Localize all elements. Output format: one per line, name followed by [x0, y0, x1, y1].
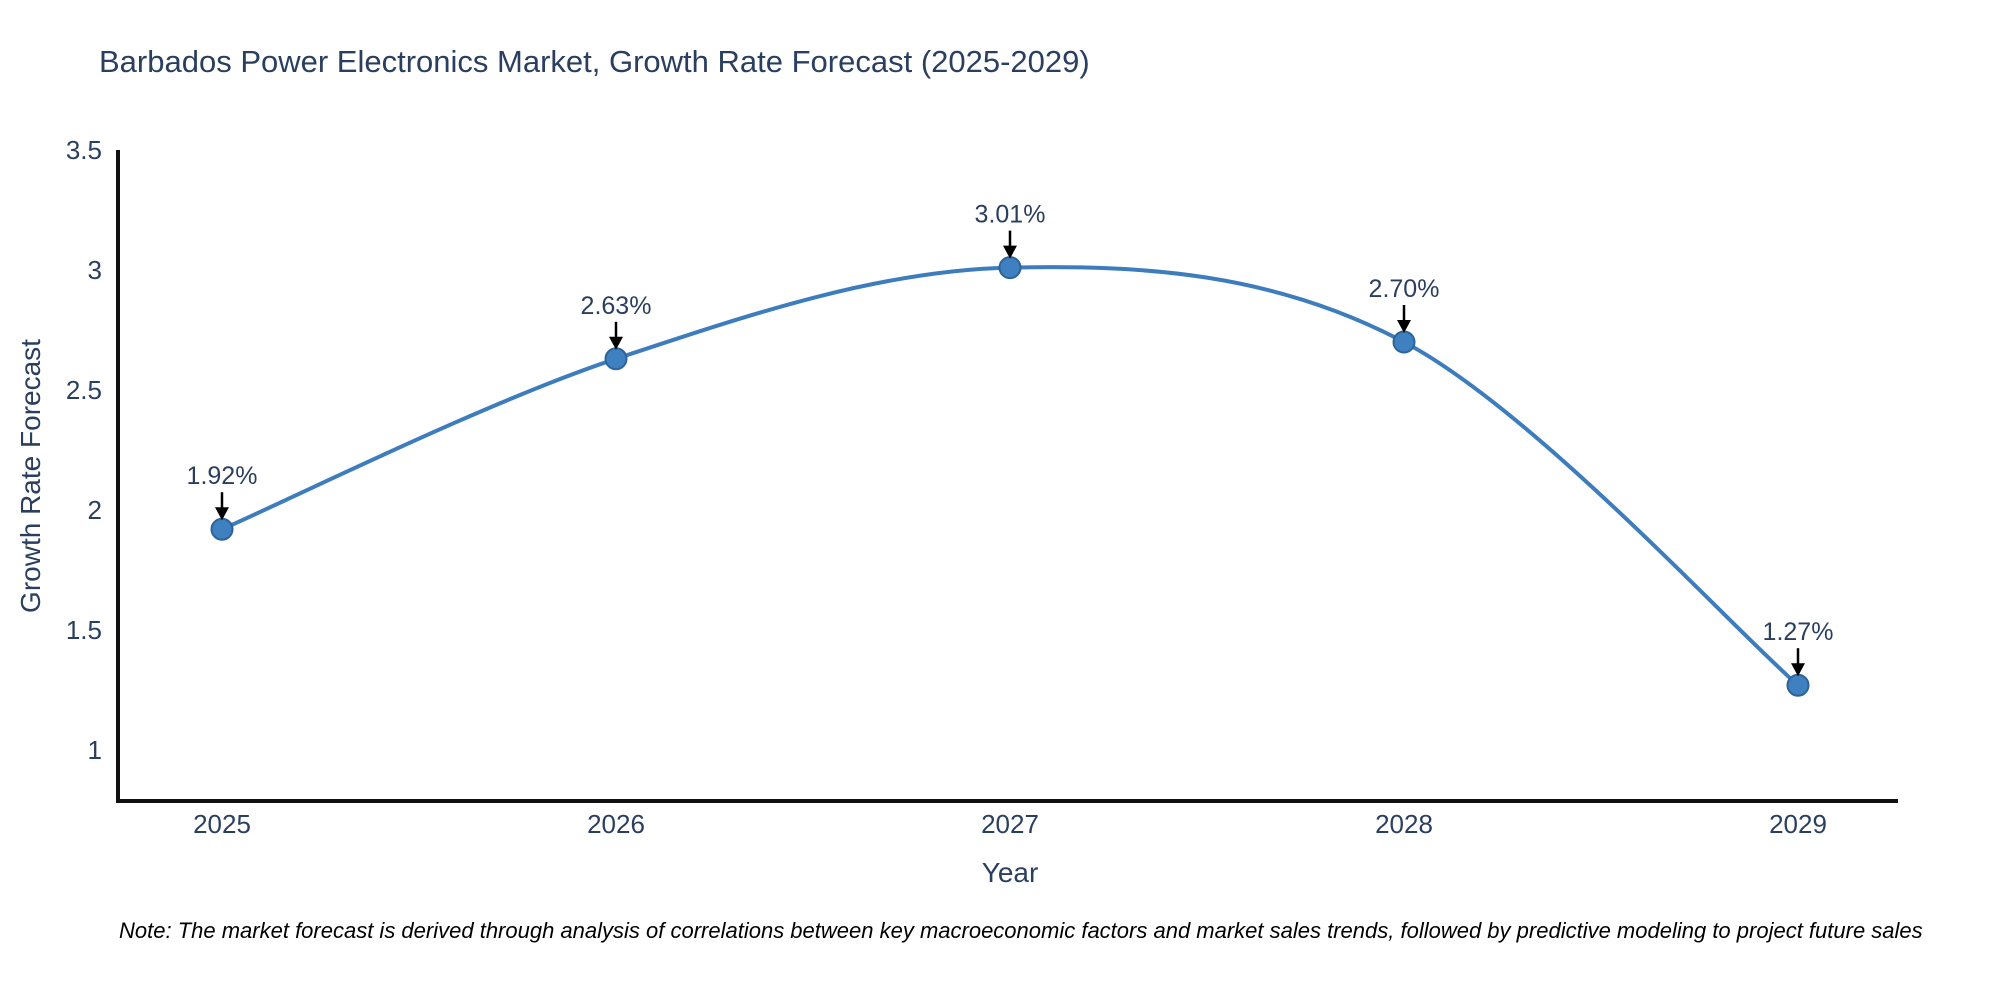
- data-point-marker[interactable]: [604, 347, 628, 371]
- data-point-label: 1.92%: [187, 462, 258, 490]
- x-axis-title: Year: [981, 857, 1039, 888]
- x-tick-label: 2026: [587, 809, 645, 839]
- annotation-arrowhead-icon: [609, 336, 623, 350]
- annotation-arrowhead-icon: [1003, 245, 1017, 259]
- x-tick-label: 2028: [1375, 809, 1433, 839]
- y-tick-label: 3.5: [66, 135, 102, 165]
- annotation-arrowhead-icon: [215, 507, 229, 521]
- data-point-marker[interactable]: [1786, 673, 1810, 697]
- data-point-label: 2.63%: [581, 292, 652, 320]
- y-tick-label: 2: [88, 495, 102, 525]
- y-tick-label: 3: [88, 255, 102, 285]
- annotation-arrowhead-icon: [1791, 663, 1805, 677]
- data-point-label: 1.27%: [1763, 618, 1834, 646]
- x-tick-label: 2027: [981, 809, 1039, 839]
- y-tick-label: 2.5: [66, 375, 102, 405]
- data-point-marker[interactable]: [998, 256, 1022, 280]
- y-axis-title: Growth Rate Forecast: [15, 339, 46, 613]
- data-point-label: 3.01%: [975, 201, 1046, 229]
- data-point-label: 2.70%: [1369, 275, 1440, 303]
- data-point-marker[interactable]: [1392, 330, 1416, 354]
- chart-title: Barbados Power Electronics Market, Growt…: [99, 44, 1090, 79]
- x-tick-label: 2029: [1769, 809, 1827, 839]
- footnote: Note: The market forecast is derived thr…: [119, 918, 1923, 943]
- annotation-arrowhead-icon: [1397, 320, 1411, 333]
- x-tick-label: 2025: [193, 809, 251, 839]
- y-tick-label: 1: [88, 735, 102, 765]
- forecast-line: [220, 265, 1800, 688]
- data-point-marker[interactable]: [210, 517, 234, 541]
- y-tick-label: 1.5: [66, 615, 102, 645]
